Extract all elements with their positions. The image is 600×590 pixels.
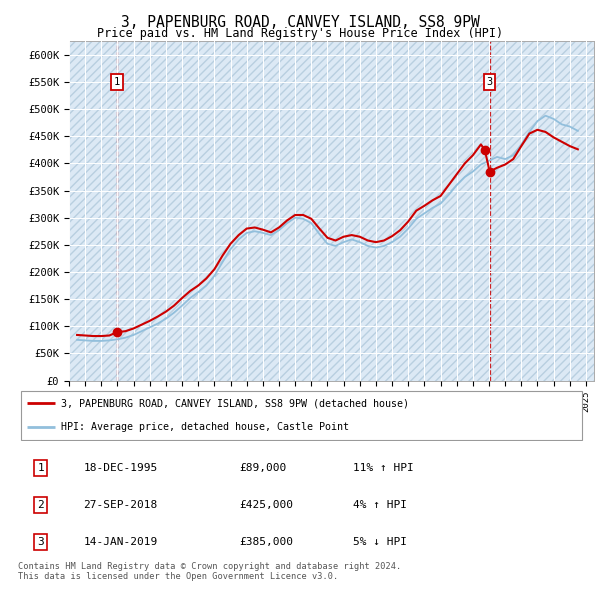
Text: Contains HM Land Registry data © Crown copyright and database right 2024.
This d: Contains HM Land Registry data © Crown c… <box>18 562 401 581</box>
Text: 14-JAN-2019: 14-JAN-2019 <box>83 537 157 547</box>
Text: £385,000: £385,000 <box>239 537 293 547</box>
Text: Price paid vs. HM Land Registry's House Price Index (HPI): Price paid vs. HM Land Registry's House … <box>97 27 503 40</box>
Text: 1: 1 <box>113 77 120 87</box>
Text: £425,000: £425,000 <box>239 500 293 510</box>
FancyBboxPatch shape <box>21 391 582 440</box>
Text: 3, PAPENBURG ROAD, CANVEY ISLAND, SS8 9PW: 3, PAPENBURG ROAD, CANVEY ISLAND, SS8 9P… <box>121 15 479 30</box>
Text: 18-DEC-1995: 18-DEC-1995 <box>83 463 157 473</box>
Text: 5% ↓ HPI: 5% ↓ HPI <box>353 537 407 547</box>
Text: 1: 1 <box>37 463 44 473</box>
Text: £89,000: £89,000 <box>239 463 286 473</box>
Text: 3, PAPENBURG ROAD, CANVEY ISLAND, SS8 9PW (detached house): 3, PAPENBURG ROAD, CANVEY ISLAND, SS8 9P… <box>61 398 409 408</box>
Text: 4% ↑ HPI: 4% ↑ HPI <box>353 500 407 510</box>
Text: 2: 2 <box>37 500 44 510</box>
Text: 27-SEP-2018: 27-SEP-2018 <box>83 500 157 510</box>
Text: 3: 3 <box>487 77 493 87</box>
Text: 3: 3 <box>37 537 44 547</box>
Text: HPI: Average price, detached house, Castle Point: HPI: Average price, detached house, Cast… <box>61 422 349 432</box>
Text: 11% ↑ HPI: 11% ↑ HPI <box>353 463 413 473</box>
